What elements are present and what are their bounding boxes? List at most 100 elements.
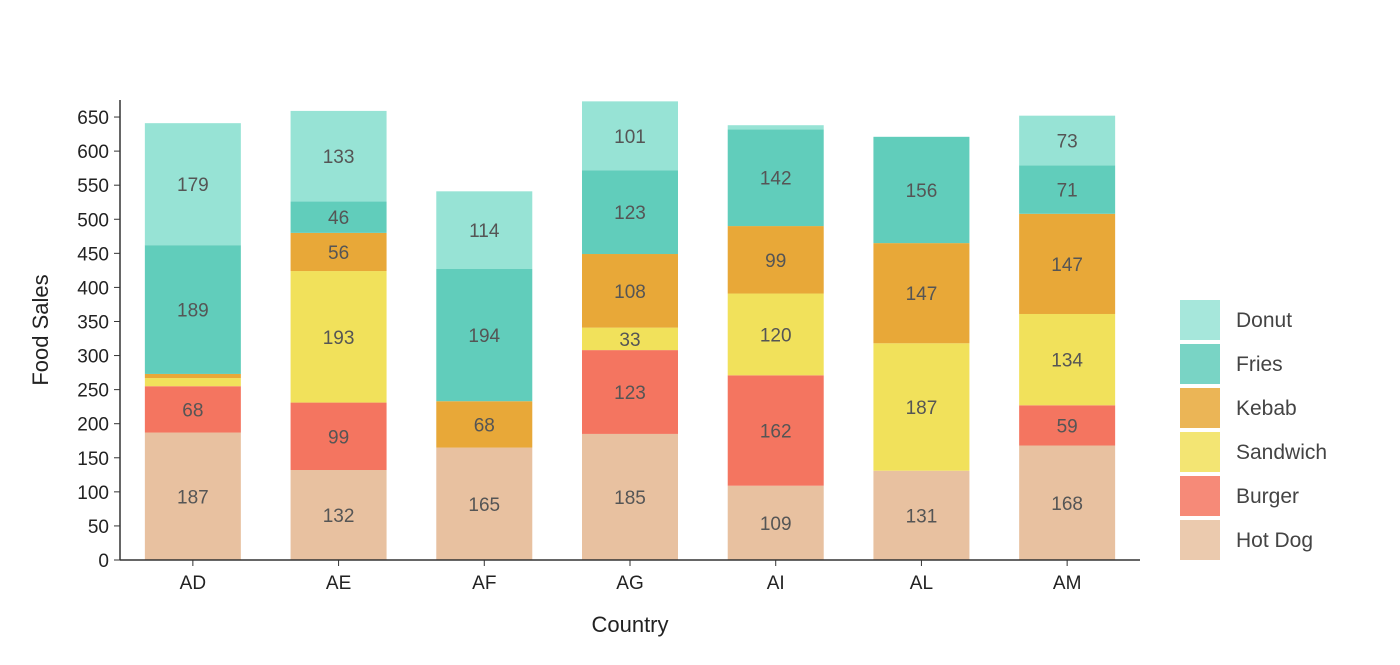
bar-segment-fries-ai[interactable]: [727, 129, 824, 227]
bar-value-label: 179: [177, 175, 209, 196]
bar-value-label: 189: [177, 301, 209, 322]
bar-segment-fries-af[interactable]: [436, 269, 533, 402]
y-ticks-layer: 0 50 100 150 200 250 300 350 400 450 500 550 600 650: [77, 108, 120, 572]
y-tick-label: 550: [77, 176, 109, 197]
bar-segment-kebab-ad[interactable]: [144, 373, 241, 379]
bar-value-label: 134: [1051, 351, 1083, 372]
legend-item-donut[interactable]: Donut: [1180, 300, 1292, 340]
bar-segment-kebab-ag[interactable]: [582, 254, 678, 328]
x-axis-title: Country: [591, 612, 668, 637]
y-tick-label: 0: [98, 551, 109, 572]
y-tick-label: 50: [88, 517, 109, 538]
bar-segment-donut-ai[interactable]: [727, 125, 824, 130]
bar-segment-hot-dog-ad[interactable]: [144, 432, 241, 560]
legend-label: Burger: [1236, 485, 1299, 508]
bar-value-label: 133: [323, 147, 355, 168]
y-tick-label: 250: [77, 381, 109, 402]
legend-label: Hot Dog: [1236, 529, 1313, 552]
bar-value-label: 101: [614, 127, 646, 148]
bar-value-label: 165: [468, 495, 500, 516]
bar-value-label: 131: [906, 506, 938, 527]
legend-item-sandwich[interactable]: Sandwich: [1180, 432, 1327, 472]
bar-segment-burger-ae[interactable]: [290, 402, 387, 471]
bar-segment-hot-dog-al[interactable]: [873, 470, 970, 560]
bar-value-label: 156: [906, 181, 938, 202]
y-tick-label: 400: [77, 278, 109, 299]
x-tick-label: AL: [910, 573, 933, 594]
bar-value-label: 33: [619, 330, 640, 351]
bar-value-label: 168: [1051, 494, 1083, 515]
legend-swatch: [1180, 476, 1220, 516]
bar-segment-hot-dog-ai[interactable]: [727, 485, 824, 560]
bar-segment-donut-ad[interactable]: [144, 123, 241, 246]
bar-segment-kebab-al[interactable]: [873, 243, 970, 344]
bar-segment-donut-ae[interactable]: [290, 110, 387, 202]
bar-segment-fries-am[interactable]: [1019, 165, 1116, 214]
x-ticks-layer: AD AE AF AG AI AL AM: [180, 560, 1082, 594]
bar-value-label: 185: [614, 488, 646, 509]
x-tick-label: AE: [326, 573, 351, 594]
bar-segment-fries-ad[interactable]: [144, 245, 241, 374]
bar-value-label: 59: [1057, 416, 1078, 437]
bar-segment-sandwich-ai[interactable]: [727, 293, 824, 376]
bar-segment-donut-ag[interactable]: [582, 101, 678, 171]
bar-value-label: 71: [1057, 181, 1078, 202]
bar-segment-kebab-ae[interactable]: [290, 232, 387, 272]
bar-segment-fries-ae[interactable]: [290, 201, 387, 233]
legend-item-fries[interactable]: Fries: [1180, 344, 1283, 384]
legend-item-burger[interactable]: Burger: [1180, 476, 1299, 516]
bar-segment-sandwich-ag[interactable]: [582, 327, 678, 351]
bar-value-label: 56: [328, 243, 349, 264]
bar-segment-kebab-ai[interactable]: [727, 226, 824, 294]
bar-segment-fries-ag[interactable]: [582, 170, 678, 255]
bar-value-label: 123: [614, 383, 646, 404]
x-tick-label: AG: [616, 573, 643, 594]
segment-labels-layer: 187 68 189 179 132 99 193 56 46 133 165 68 194 114 185…: [177, 127, 1083, 535]
bar-segment-kebab-af[interactable]: [436, 401, 533, 448]
bar-value-label: 194: [468, 326, 500, 347]
bar-value-label: 123: [614, 203, 646, 224]
legend-swatch: [1180, 520, 1220, 560]
bar-segment-burger-ad[interactable]: [144, 386, 241, 433]
x-tick-label: AD: [180, 573, 206, 594]
y-tick-label: 650: [77, 108, 109, 129]
y-tick-label: 500: [77, 210, 109, 231]
y-tick-label: 600: [77, 142, 109, 163]
bar-segment-hot-dog-af[interactable]: [436, 447, 533, 560]
legend-swatch: [1180, 300, 1220, 340]
bar-segment-burger-am[interactable]: [1019, 405, 1116, 446]
bar-value-label: 187: [177, 487, 209, 508]
bar-value-label: 147: [1051, 255, 1083, 276]
bar-segment-burger-ai[interactable]: [727, 375, 824, 486]
x-tick-label: AM: [1053, 573, 1082, 594]
bar-value-label: 46: [328, 208, 349, 229]
bar-segment-hot-dog-ag[interactable]: [582, 433, 678, 560]
bar-value-label: 120: [760, 325, 792, 346]
bar-segment-hot-dog-am[interactable]: [1019, 445, 1116, 560]
legend-swatch: [1180, 344, 1220, 384]
bar-value-label: 109: [760, 514, 792, 535]
legend-item-kebab[interactable]: Kebab: [1180, 388, 1297, 428]
bar-segment-sandwich-al[interactable]: [873, 343, 970, 471]
bar-segment-hot-dog-ae[interactable]: [290, 470, 387, 560]
legend-swatch: [1180, 432, 1220, 472]
bar-segment-kebab-am[interactable]: [1019, 213, 1116, 314]
bar-segment-sandwich-am[interactable]: [1019, 313, 1116, 406]
bar-value-label: 132: [323, 506, 355, 527]
bar-value-label: 68: [474, 415, 495, 436]
bar-segment-donut-af[interactable]: [436, 191, 533, 270]
bar-segment-sandwich-ad[interactable]: [144, 378, 241, 387]
bar-segment-fries-al[interactable]: [873, 136, 970, 244]
bar-segment-burger-ag[interactable]: [582, 350, 678, 434]
bar-value-label: 68: [182, 400, 203, 421]
y-tick-label: 100: [77, 483, 109, 504]
legend-label: Kebab: [1236, 397, 1297, 420]
bar-segment-sandwich-ae[interactable]: [290, 271, 387, 403]
legend-label: Fries: [1236, 353, 1283, 376]
legend-item-hot-dog[interactable]: Hot Dog: [1180, 520, 1313, 560]
y-tick-label: 300: [77, 347, 109, 368]
bar-segment-donut-am[interactable]: [1019, 115, 1116, 166]
y-tick-label: 450: [77, 244, 109, 265]
